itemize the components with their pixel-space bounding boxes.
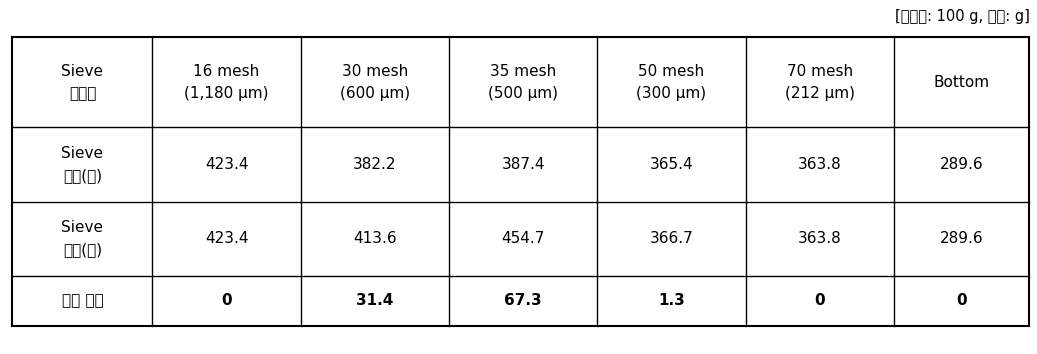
Text: 289.6: 289.6: [940, 232, 983, 246]
Text: Sieve
무게(전): Sieve 무게(전): [61, 146, 104, 183]
Text: 366.7: 366.7: [649, 232, 694, 246]
Text: 454.7: 454.7: [502, 232, 544, 246]
Text: 0: 0: [956, 293, 966, 308]
Text: Sieve
사이즈: Sieve 사이즈: [61, 64, 104, 101]
Text: 35 mesh
(500 μm): 35 mesh (500 μm): [488, 64, 558, 101]
Text: 67.3: 67.3: [504, 293, 542, 308]
Text: 1.3: 1.3: [658, 293, 684, 308]
Text: 50 mesh
(300 μm): 50 mesh (300 μm): [637, 64, 706, 101]
Text: Sieve
무게(후): Sieve 무게(후): [61, 220, 104, 258]
Text: 423.4: 423.4: [205, 157, 248, 172]
Text: 제품 무게: 제품 무게: [61, 293, 104, 308]
Text: 365.4: 365.4: [649, 157, 694, 172]
Text: Bottom: Bottom: [933, 75, 989, 90]
Text: 289.6: 289.6: [940, 157, 983, 172]
Text: 0: 0: [221, 293, 232, 308]
Text: 30 mesh
(600 μm): 30 mesh (600 μm): [340, 64, 410, 101]
Text: 387.4: 387.4: [502, 157, 544, 172]
Text: 70 mesh
(212 μm): 70 mesh (212 μm): [785, 64, 854, 101]
Text: 423.4: 423.4: [205, 232, 248, 246]
Text: 16 mesh
(1,180 μm): 16 mesh (1,180 μm): [185, 64, 269, 101]
Text: 363.8: 363.8: [797, 157, 842, 172]
Text: 31.4: 31.4: [356, 293, 394, 308]
Text: 413.6: 413.6: [353, 232, 397, 246]
Text: 0: 0: [814, 293, 825, 308]
Text: [샘플양: 100 g, 단위: g]: [샘플양: 100 g, 단위: g]: [895, 9, 1030, 24]
Text: 363.8: 363.8: [797, 232, 842, 246]
Text: 382.2: 382.2: [354, 157, 396, 172]
